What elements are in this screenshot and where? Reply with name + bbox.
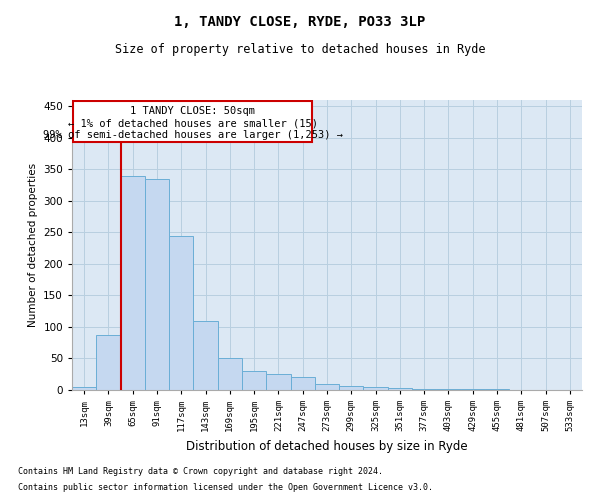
Text: ← 1% of detached houses are smaller (15): ← 1% of detached houses are smaller (15) xyxy=(68,118,318,128)
Bar xyxy=(169,236,193,390)
Text: Contains public sector information licensed under the Open Government Licence v3: Contains public sector information licen… xyxy=(18,483,433,492)
Bar xyxy=(412,388,436,390)
Bar xyxy=(96,334,121,390)
Bar xyxy=(242,371,266,390)
Text: 1 TANDY CLOSE: 50sqm: 1 TANDY CLOSE: 50sqm xyxy=(130,106,256,116)
Y-axis label: Number of detached properties: Number of detached properties xyxy=(28,163,38,327)
Text: Size of property relative to detached houses in Ryde: Size of property relative to detached ho… xyxy=(115,42,485,56)
X-axis label: Distribution of detached houses by size in Ryde: Distribution of detached houses by size … xyxy=(186,440,468,452)
Bar xyxy=(364,388,388,390)
Bar xyxy=(339,386,364,390)
Bar xyxy=(290,378,315,390)
Text: 1, TANDY CLOSE, RYDE, PO33 3LP: 1, TANDY CLOSE, RYDE, PO33 3LP xyxy=(175,15,425,29)
Bar xyxy=(72,387,96,390)
Bar xyxy=(121,176,145,390)
Bar xyxy=(218,358,242,390)
Bar xyxy=(145,179,169,390)
Text: 99% of semi-detached houses are larger (1,253) →: 99% of semi-detached houses are larger (… xyxy=(43,130,343,140)
Bar xyxy=(388,388,412,390)
Bar xyxy=(315,384,339,390)
Text: Contains HM Land Registry data © Crown copyright and database right 2024.: Contains HM Land Registry data © Crown c… xyxy=(18,467,383,476)
Bar xyxy=(266,374,290,390)
Bar xyxy=(193,320,218,390)
Bar xyxy=(73,102,313,142)
